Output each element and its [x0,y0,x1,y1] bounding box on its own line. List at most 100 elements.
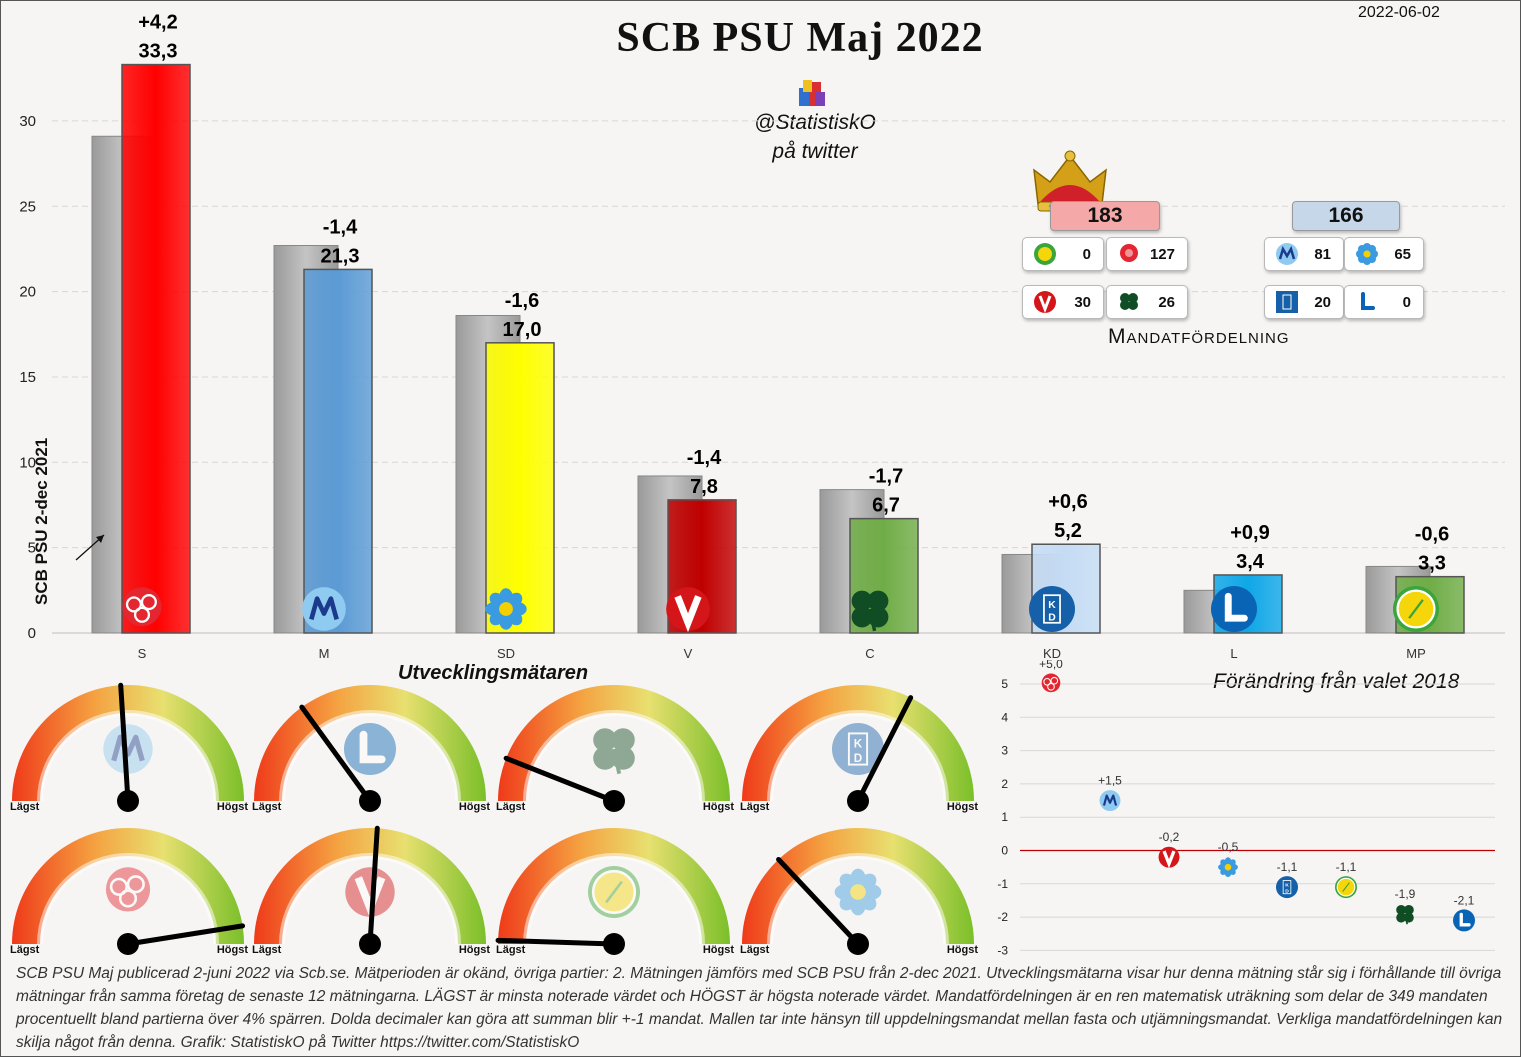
rose-icon [1120,244,1138,262]
y-tick-label: 0 [28,625,36,642]
gauge-needle [776,856,861,947]
seat-box-m: 81 [1264,237,1344,271]
gauge-arc [254,685,486,801]
gauge-low-label: Lägst [496,944,526,956]
gauge-c: Lägst Högst [494,675,734,815]
gauge-high-label: Högst [216,944,248,956]
scatter-value-label: -1,1 [1277,860,1298,874]
gauge-inner-rim [279,710,461,802]
x-tick-label: C [865,646,874,661]
right-bloc-total: 166 [1292,201,1400,231]
gauge-high-label: Högst [458,801,490,813]
y-tick-label: 20 [19,284,36,301]
gauge-dial [495,828,730,955]
blue-flower-icon [1356,243,1378,265]
legend-previous-poll: SCB PSU 2-dec 2021 [32,437,51,605]
gauge-inner-rim [523,710,705,802]
value-label: 33,3 [139,41,178,63]
m-logo-icon [302,587,346,631]
dandelion-icon [588,866,640,918]
title-area: SCB PSU Maj 2022 [0,0,1521,70]
gauge-dial [12,682,244,812]
scatter-y-tick: -1 [997,877,1008,891]
gauge-arc [742,828,974,944]
v-logo-icon [666,587,710,633]
kd-letter-d: D [854,752,862,765]
gauge-low-label: Lägst [252,801,282,813]
seats-title: Mandatfördelning [1108,325,1290,348]
seat-box-sd: 65 [1344,237,1424,271]
l-logo-icon [1356,291,1378,313]
gauge-arc [498,685,730,801]
blue-flower-icon [834,868,882,916]
scatter-y-tick: 3 [1001,744,1008,758]
gauge-high-label: Högst [216,801,248,813]
value-label: 3,3 [1418,553,1446,575]
bar-current-m [303,268,373,634]
gauge-inner-rim [523,853,705,945]
dandelion-icon [1335,876,1357,899]
m-logo-icon [103,724,153,774]
bar-current-s [121,63,191,634]
gauge-arc [742,685,974,801]
footnote: SCB PSU Maj publicerad 2-juni 2022 via S… [16,965,1503,1051]
gauge-needle [125,923,246,947]
dandelion-icon [1034,243,1056,265]
seat-box-s: 127 [1106,237,1188,271]
scatter-value-label: -0,5 [1218,840,1239,854]
l-logo-icon [1211,586,1257,632]
gauge-high-label: Högst [946,801,978,813]
change-label: -1,4 [323,216,358,238]
x-tick-label: M [319,646,330,661]
scatter-y-tick: 1 [1001,810,1008,824]
value-label: 7,8 [690,476,718,498]
clover-icon [593,728,635,775]
gauge-arc [254,828,486,944]
kd-letter-d: D [1285,889,1289,895]
twitter-handle[interactable]: @StatistiskO [754,111,876,134]
gauge-inner-rim [767,710,949,802]
gauge-dial [12,828,246,955]
dandelion-icon [1393,586,1439,632]
gauge-low-label: Lägst [10,801,40,813]
gauge-m: Lägst Högst [8,675,248,815]
y-tick-label: 5 [28,540,36,557]
gauge-low-label: Lägst [740,944,770,956]
gauge-needle [495,937,617,947]
change-label: +4,2 [138,12,177,34]
y-tick-label: 10 [19,454,36,471]
gauge-hub [117,790,139,812]
gauge-needle [503,755,617,804]
twitter-credit: @StatistiskO på twitter [735,108,895,166]
x-tick-label: KD [1043,646,1061,661]
gauge-needle [367,825,380,947]
value-label: 21,3 [321,245,360,267]
y-tick-label: 25 [19,198,36,215]
gauge-high-label: Högst [702,944,734,956]
kd-logo-icon: KD [832,723,884,775]
scatter-value-label: -1,9 [1395,887,1416,901]
rose-icon [1041,673,1061,693]
m-logo-icon [1276,243,1298,265]
seat-box-kd: 20 [1264,285,1344,319]
statistisko-logo-icon [799,80,825,106]
v-logo-icon [1034,291,1056,314]
gauge-needle [855,695,914,804]
v-logo-icon [1158,846,1180,869]
gauge-l: Lägst Högst [250,675,490,815]
gauge-mp: Lägst Högst [494,818,734,958]
gauge-hub [603,933,625,955]
gauge-arc [12,685,244,801]
scatter-value-label: -1,1 [1336,860,1357,874]
gauge-arc [498,828,730,944]
change-label: -1,7 [869,466,903,488]
blue-flower-icon [485,588,527,630]
seat-box-c: 26 [1106,285,1188,319]
clover-icon [1120,293,1138,310]
seat-box-mp: 0 [1022,237,1104,271]
kd-letter-k: K [854,738,863,751]
gauge-dial: KD [742,685,974,812]
legend-arrow-head [96,535,104,543]
gauge-high-label: Högst [946,944,978,956]
value-label: 5,2 [1054,520,1082,542]
